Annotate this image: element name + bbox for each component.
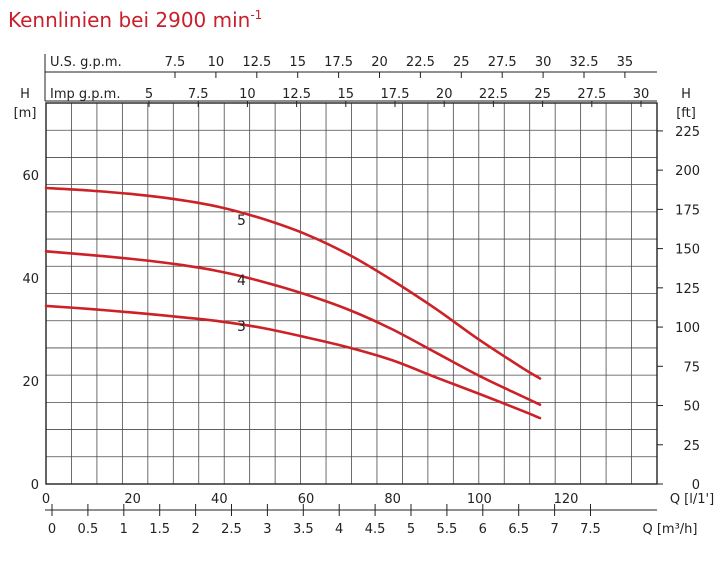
top-axis-us-tick-label: 10 (208, 55, 225, 70)
x-tick-label: 80 (384, 492, 401, 507)
m3h-tick-label: 0.5 (78, 522, 99, 537)
top-axis-imp-tick-label: 12.5 (282, 87, 311, 102)
top-axis-imp-tick-label: 27.5 (577, 87, 606, 102)
series-label-5: 5 (237, 213, 246, 229)
y-right-tick-label: 25 (683, 439, 700, 454)
y-left-tick-label: 20 (22, 375, 39, 390)
x-axis-title: Q [l/1'] (670, 492, 714, 507)
top-axis-us-tick-label: 27.5 (488, 55, 517, 70)
top-axis-imp-tick-label: 7.5 (188, 87, 209, 102)
series-curve-5 (44, 186, 542, 380)
m3h-tick-label: 0 (48, 522, 56, 537)
y-right-tick-label: 0 (692, 478, 700, 493)
y-right-tick-label: 50 (683, 400, 700, 415)
top-axis-us-tick-label: 17.5 (324, 55, 353, 70)
m3h-tick-label: 1.5 (149, 522, 170, 537)
top-axis-us-tick-label: 32.5 (570, 55, 599, 70)
x-tick-label: 60 (298, 492, 315, 507)
top-axis-us-tick-label: 25 (453, 55, 470, 70)
m3h-axis-title: Q [m³/h] (642, 522, 697, 537)
top-axis-imp-label: Imp g.p.m. (50, 87, 120, 102)
y-right-tick-label: 225 (675, 125, 700, 140)
y-right-tick-label: 200 (675, 164, 700, 179)
y-right-tick-label: 125 (675, 282, 700, 297)
top-axis-imp-tick-label: 22.5 (479, 87, 508, 102)
m3h-tick-label: 6.5 (508, 522, 529, 537)
y-right-tick-label: 100 (675, 321, 700, 336)
top-axis-us-tick-label: 12.5 (242, 55, 271, 70)
y-left-tick-label: 40 (22, 272, 39, 287)
top-axis-imp-tick-label: 5 (145, 87, 153, 102)
y-right-tick-label: 150 (675, 243, 700, 258)
top-axis-us-tick-label: 7.5 (165, 55, 186, 70)
top-axis-us-tick-label: 30 (535, 55, 552, 70)
top-axis-us-tick-label: 15 (289, 55, 306, 70)
y-left-axis-title: H (20, 87, 30, 102)
series-label-4: 4 (237, 273, 246, 289)
x-tick-label: 20 (124, 492, 141, 507)
m3h-tick-label: 3.5 (293, 522, 314, 537)
x-tick-label: 120 (554, 492, 579, 507)
top-axis-imp-tick-label: 10 (239, 87, 256, 102)
top-axis-us-tick-label: 22.5 (406, 55, 435, 70)
m3h-tick-label: 4 (335, 522, 343, 537)
x-tick-label: 100 (467, 492, 492, 507)
top-axis-imp-tick-label: 30 (633, 87, 650, 102)
m3h-tick-label: 2 (191, 522, 199, 537)
m3h-tick-label: 4.5 (365, 522, 386, 537)
top-axis-imp-tick-label: 15 (338, 87, 355, 102)
y-left-axis-unit: [m] (14, 106, 37, 121)
y-right-axis-title: H (681, 87, 691, 102)
chart-title: Kennlinien bei 2900 min-1 (8, 8, 262, 32)
m3h-tick-label: 5.5 (437, 522, 458, 537)
series-label-3: 3 (237, 319, 246, 335)
y-left-tick-label: 60 (22, 169, 39, 184)
series-curve-4 (44, 250, 542, 406)
top-axis-us-label: U.S. g.p.m. (50, 55, 122, 70)
y-right-axis-unit: [ft] (676, 106, 696, 121)
m3h-tick-label: 5 (407, 522, 415, 537)
m3h-tick-label: 3 (263, 522, 271, 537)
top-axis-imp-tick-label: 25 (534, 87, 551, 102)
y-left-tick-label: 0 (31, 478, 39, 493)
y-right-tick-label: 75 (683, 360, 700, 375)
m3h-tick-label: 1 (120, 522, 128, 537)
plot-frame (45, 102, 658, 485)
top-axis-us-tick-label: 20 (371, 55, 388, 70)
x-tick-label: 0 (42, 492, 50, 507)
top-axis-imp-tick-label: 20 (436, 87, 453, 102)
series-curve-3 (44, 304, 542, 420)
top-axis-imp-tick-label: 17.5 (381, 87, 410, 102)
m3h-tick-label: 7.5 (580, 522, 601, 537)
top-axis-us-tick-label: 35 (617, 55, 634, 70)
y-right-tick-label: 175 (675, 203, 700, 218)
x-tick-label: 40 (211, 492, 228, 507)
m3h-tick-label: 2.5 (221, 522, 242, 537)
m3h-tick-label: 6 (479, 522, 487, 537)
m3h-tick-label: 7 (550, 522, 558, 537)
